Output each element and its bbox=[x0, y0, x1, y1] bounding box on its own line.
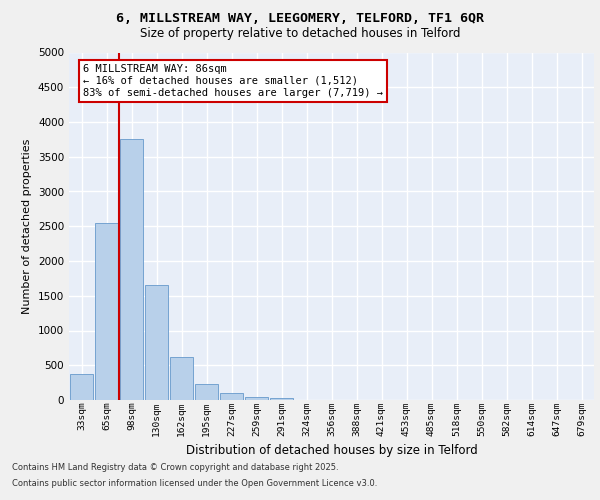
Bar bbox=[70, 374, 93, 400]
Bar bbox=[145, 286, 168, 400]
X-axis label: Distribution of detached houses by size in Telford: Distribution of detached houses by size … bbox=[185, 444, 478, 457]
Bar bbox=[170, 357, 193, 400]
Bar bbox=[220, 392, 243, 400]
Text: 6 MILLSTREAM WAY: 86sqm
← 16% of detached houses are smaller (1,512)
83% of semi: 6 MILLSTREAM WAY: 86sqm ← 16% of detache… bbox=[83, 64, 383, 98]
Bar bbox=[120, 138, 143, 400]
Bar bbox=[270, 398, 293, 400]
Bar bbox=[95, 224, 118, 400]
Bar bbox=[245, 396, 268, 400]
Text: 6, MILLSTREAM WAY, LEEGOMERY, TELFORD, TF1 6QR: 6, MILLSTREAM WAY, LEEGOMERY, TELFORD, T… bbox=[116, 12, 484, 26]
Y-axis label: Number of detached properties: Number of detached properties bbox=[22, 138, 32, 314]
Text: Size of property relative to detached houses in Telford: Size of property relative to detached ho… bbox=[140, 28, 460, 40]
Text: Contains HM Land Registry data © Crown copyright and database right 2025.: Contains HM Land Registry data © Crown c… bbox=[12, 464, 338, 472]
Text: Contains public sector information licensed under the Open Government Licence v3: Contains public sector information licen… bbox=[12, 478, 377, 488]
Bar bbox=[195, 384, 218, 400]
